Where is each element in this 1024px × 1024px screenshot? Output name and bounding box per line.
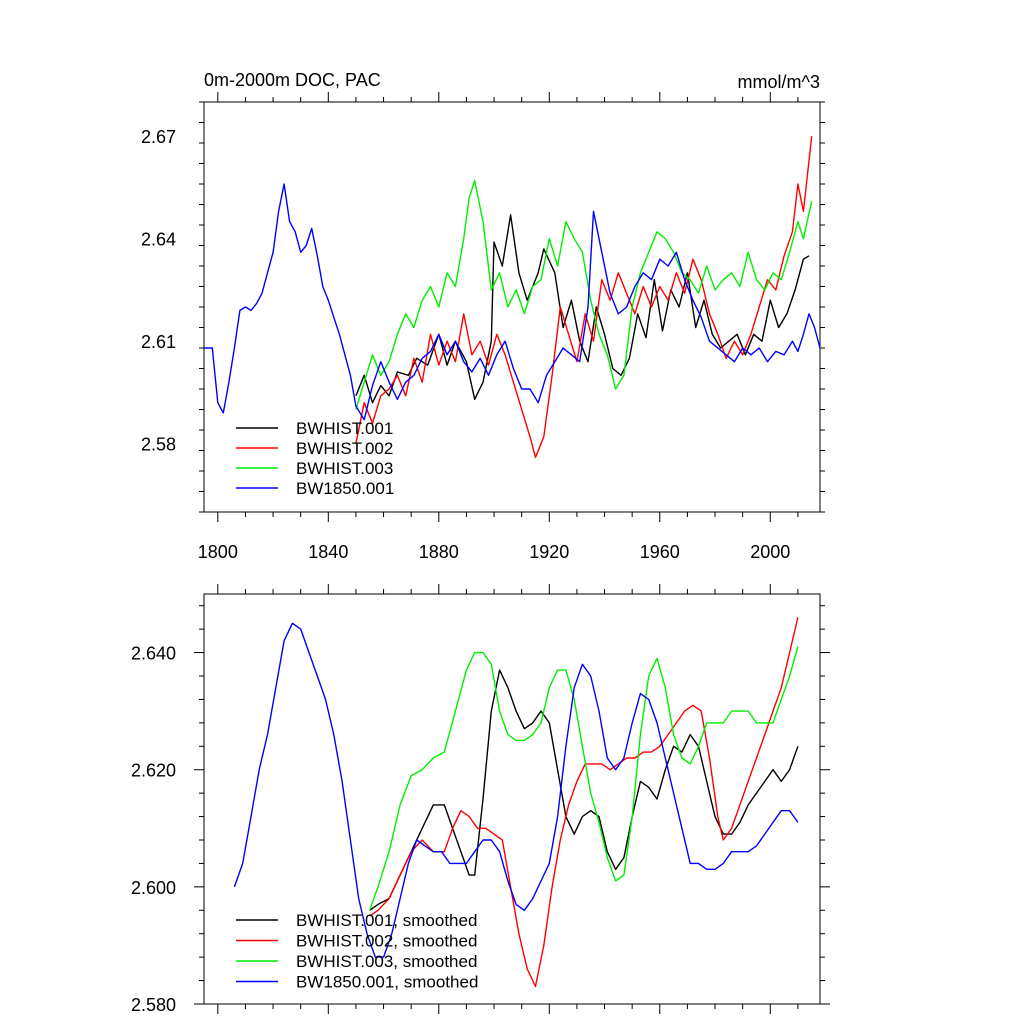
series-line-bwhist-003 [355, 179, 813, 410]
legend-label: BWHIST.002 [296, 439, 393, 458]
y-tick-label: 2.600 [131, 878, 176, 898]
legend-label: BWHIST.003, smoothed [296, 952, 477, 971]
legend-label: BWHIST.002, smoothed [296, 932, 477, 951]
series-line-bw1850-001-smoothed [233, 622, 799, 958]
units-label: mmol/m^3 [738, 72, 820, 92]
legend-label: BW1850.001 [296, 479, 394, 498]
series-line-bwhist-003-smoothed [369, 646, 799, 911]
x-tick-label: 1800 [198, 542, 238, 562]
x-tick-label: 1840 [308, 542, 348, 562]
chart-panel-1: 1800 1840 1880 1920 1960 2000 2.58 2.61 2.64 2.67… [141, 70, 825, 562]
chart-title: 0m-2000m DOC, PAC [204, 70, 381, 90]
y-tick-label: 2.620 [131, 761, 176, 781]
plot-frame [203, 593, 821, 1005]
x-tick-label: 1880 [419, 542, 459, 562]
y-tick-label: 2.640 [131, 644, 176, 664]
series-line-bw1850-001 [204, 183, 821, 421]
legend-label: BWHIST.003 [296, 459, 393, 478]
chart-panel-2: 2.580 2.600 2.620 2.640 BWHIST.001, smoothed… [131, 584, 830, 1015]
x-tick-label: 1920 [529, 542, 569, 562]
series-line-bwhist-002-smoothed [369, 617, 799, 988]
y-tick-label: 2.67 [141, 127, 176, 147]
y-tick-label: 2.58 [141, 435, 176, 455]
series-line-bwhist-001-smoothed [369, 669, 799, 911]
legend-label: BWHIST.001 [296, 419, 393, 438]
y-tick-label: 2.64 [141, 230, 176, 250]
x-tick-label: 2000 [750, 542, 790, 562]
legend-label: BWHIST.001, smoothed [296, 911, 477, 930]
legend-label: BW1850.001, smoothed [296, 973, 478, 992]
y-tick-label: 2.580 [131, 995, 176, 1015]
y-tick-label: 2.61 [141, 332, 176, 352]
x-tick-label: 1960 [640, 542, 680, 562]
